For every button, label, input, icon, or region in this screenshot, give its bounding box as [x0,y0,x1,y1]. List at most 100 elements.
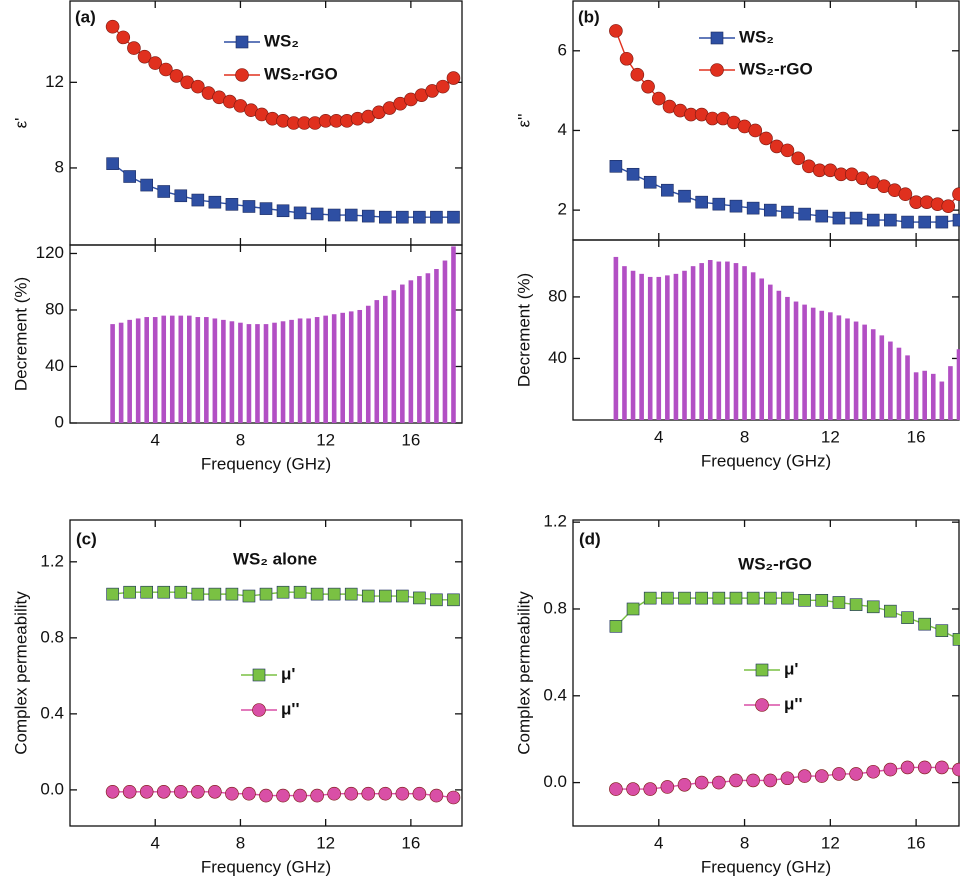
marker [781,591,794,605]
bar [374,300,380,423]
marker [429,788,444,803]
bar [212,318,218,423]
bar [819,310,825,420]
bar [793,301,799,420]
marker [935,215,949,229]
marker [293,585,307,599]
y-tick-label: 0.8 [543,598,567,617]
y-tick-label: 0.4 [40,703,64,722]
marker [169,69,184,83]
marker [344,587,358,601]
bar [853,321,859,420]
x-tick-label: 16 [907,833,926,852]
bar [417,276,422,423]
y-tick-label: 12 [45,72,64,91]
bar [879,335,885,420]
marker [883,762,898,777]
y-tick-label: 40 [45,356,64,375]
x-tick-label: 12 [821,427,840,446]
bar [690,266,696,420]
bar [733,263,739,420]
series-line [615,30,960,207]
marker [446,790,461,805]
legend-label: μ'' [281,699,300,718]
bar [135,318,141,423]
marker [626,782,640,796]
marker [917,760,932,775]
x-tick-label: 4 [654,833,663,852]
y-tick-label: 120 [36,243,64,262]
marker [678,189,691,203]
marker [900,760,915,775]
panel-title: WS₂-rGO [738,554,812,573]
marker [763,773,778,788]
bar [776,290,782,420]
marker [225,786,239,801]
marker [677,777,692,792]
panel-label: (c) [76,529,97,548]
bar [391,290,397,423]
marker [208,587,222,601]
marker [729,773,743,788]
marker [695,591,708,605]
marker [105,784,120,799]
marker [396,589,409,603]
marker [609,24,623,38]
legend-marker [235,35,249,49]
marker [866,600,880,614]
legend-marker [755,663,769,677]
bar [673,273,679,420]
bar [152,317,158,423]
bar [785,296,790,420]
legend-marker [252,703,266,717]
marker [127,41,141,55]
marker [310,207,324,221]
marker [941,199,956,213]
x-tick-label: 4 [150,430,159,449]
marker [310,587,324,601]
marker [643,175,657,189]
y-tick-label: 1.2 [543,512,567,531]
bar [922,370,927,420]
panel-label: (d) [579,529,601,548]
legend-marker [252,668,266,682]
marker [729,591,743,605]
marker [259,587,273,601]
bar [913,372,919,420]
marker [436,79,450,94]
bar [725,261,730,420]
bar [836,315,842,420]
marker [712,197,726,211]
y-tick-label: 80 [45,299,64,318]
x-tick-label: 8 [740,427,749,446]
bar [647,276,653,420]
x-axis-label: Frequency (GHz) [701,451,831,470]
legend-label: WS₂ [264,31,299,50]
y-tick-label: 0 [55,412,64,431]
marker [174,189,188,203]
marker [174,585,188,599]
plot-frame [572,239,960,421]
marker [694,775,709,790]
marker [148,56,163,70]
marker [609,160,623,173]
legend-label: WS₂ [739,27,774,46]
bar [905,355,910,420]
bar [306,318,311,423]
marker [208,784,222,799]
bar [896,347,902,420]
bar [340,312,345,423]
marker [225,587,239,601]
plot-frame [572,519,960,827]
marker [660,780,675,794]
marker [952,762,960,777]
bar [331,314,337,423]
bar [810,307,816,420]
marker [780,143,795,158]
marker [106,157,119,170]
bar [425,273,431,423]
y-axis-label: Decrement (%) [514,273,533,387]
bar [442,260,448,423]
marker [327,208,341,222]
marker [746,591,760,605]
